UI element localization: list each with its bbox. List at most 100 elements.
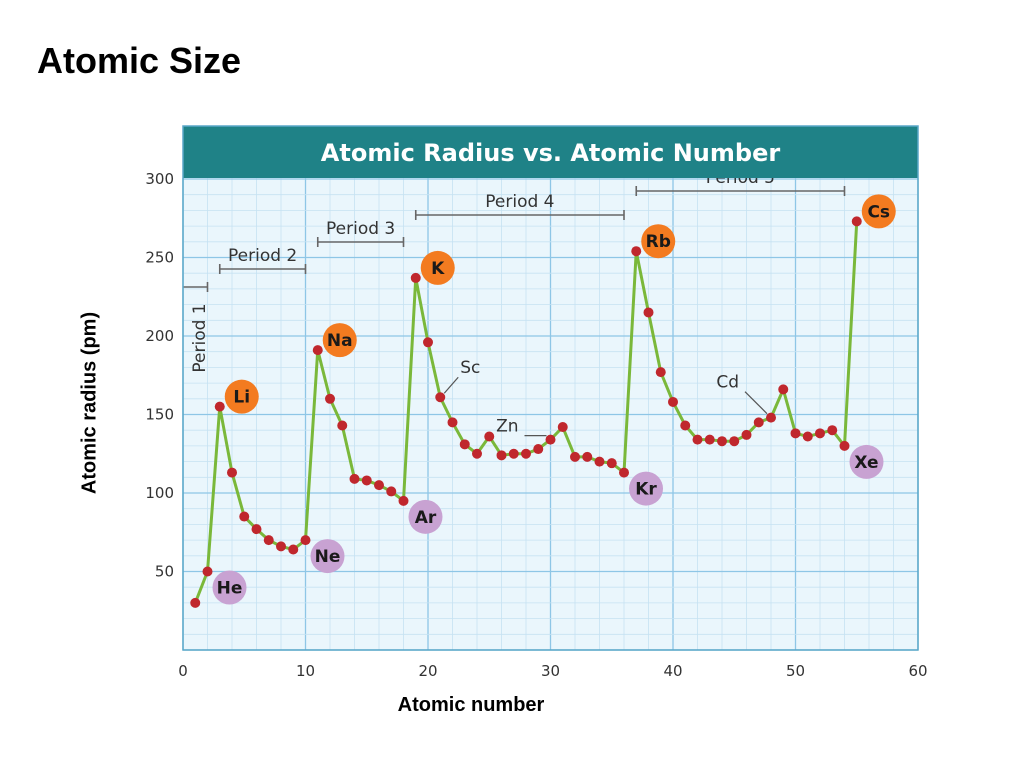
data-point: [325, 393, 335, 404]
period-label: Period 1: [190, 303, 210, 372]
chart-title: Atomic Radius vs. Atomic Number: [321, 139, 781, 167]
data-point: [300, 535, 311, 546]
data-point: [398, 495, 409, 506]
data-point: [361, 475, 372, 486]
data-point: [704, 434, 715, 445]
data-points: [190, 216, 862, 608]
data-point: [202, 566, 213, 577]
element-symbol-cs: Cs: [867, 202, 890, 222]
data-point: [276, 541, 286, 552]
data-point: [729, 436, 740, 447]
y-tick-label: 300: [145, 170, 174, 188]
x-tick-label: 50: [786, 662, 805, 680]
element-symbol-he: He: [217, 579, 243, 599]
data-point: [717, 436, 727, 447]
data-point: [312, 345, 323, 356]
period-label: Period 4: [485, 192, 554, 212]
period-label: Period 3: [326, 219, 395, 239]
y-tick-label: 200: [145, 327, 174, 345]
data-point: [545, 434, 556, 445]
element-badge-xe: [849, 444, 884, 479]
x-tick-label: 0: [178, 662, 188, 680]
annotations: Sc Zn Cd: [443, 358, 768, 437]
data-point: [827, 425, 838, 436]
plot-frame: [182, 125, 919, 651]
element-symbol-xe: Xe: [854, 453, 878, 473]
x-tick-label: 20: [418, 662, 437, 680]
data-point: [349, 473, 360, 484]
data-point: [435, 392, 446, 403]
data-point: [447, 417, 458, 428]
annotation-cd: Cd: [716, 373, 739, 393]
data-point: [643, 307, 654, 318]
data-point: [459, 439, 470, 450]
x-axis-title: Atomic number: [397, 694, 545, 716]
element-symbol-ne: Ne: [315, 547, 341, 567]
data-point: [839, 440, 850, 451]
annotation-leader: [443, 376, 459, 394]
y-tick-label: 250: [145, 249, 174, 267]
element-symbol-ar: Ar: [415, 508, 437, 528]
data-point: [655, 367, 666, 378]
data-point: [570, 451, 580, 462]
y-axis-title: Atomic radius (pm): [78, 311, 101, 495]
data-point: [521, 448, 531, 459]
data-point: [386, 486, 397, 497]
data-point: [337, 420, 348, 431]
element-badge-li: [224, 379, 259, 414]
x-tick-label: 60: [908, 662, 927, 680]
element-badge-cs: [861, 194, 896, 229]
data-point: [594, 456, 605, 467]
data-point: [680, 420, 691, 431]
data-point: [631, 246, 642, 257]
data-point: [374, 480, 384, 491]
period-label: Period 2: [228, 246, 297, 266]
data-point: [288, 544, 299, 555]
data-point: [802, 431, 813, 442]
element-badge-ne: [310, 539, 345, 574]
data-point: [251, 524, 262, 535]
element-symbol-k: K: [431, 259, 445, 279]
data-point: [668, 396, 678, 407]
y-tick-label: 100: [145, 484, 174, 502]
data-point: [496, 450, 507, 461]
element-symbol-kr: Kr: [635, 480, 657, 500]
data-point: [410, 272, 421, 283]
data-point: [533, 444, 544, 455]
x-tick-label: 30: [541, 662, 560, 680]
element-symbol-li: Li: [233, 388, 250, 408]
data-point: [214, 401, 225, 412]
data-point: [508, 448, 519, 459]
data-point: [582, 451, 593, 462]
slide-title: Atomic Size: [37, 40, 242, 81]
element-symbol-na: Na: [327, 331, 353, 351]
x-tick-label: 40: [663, 662, 682, 680]
element-symbol-rb: Rb: [646, 232, 671, 252]
element-badges: He Li Ne Na Ar K Kr Rb Xe Cs: [212, 194, 896, 605]
data-point: [423, 337, 433, 348]
element-badge-k: [420, 250, 455, 285]
data-point: [472, 448, 482, 459]
data-point: [778, 384, 789, 395]
annotation-sc: Sc: [460, 358, 480, 378]
annotation-zn: Zn: [496, 417, 518, 437]
y-tick-label: 150: [145, 406, 174, 424]
data-point: [790, 428, 801, 439]
data-point: [753, 417, 764, 428]
element-badge-ar: [408, 499, 443, 534]
data-point: [227, 467, 237, 478]
data-point: [606, 458, 617, 469]
element-badge-na: [322, 323, 357, 358]
annotation-leader: [744, 391, 768, 415]
data-point: [815, 428, 825, 439]
data-point: [741, 429, 752, 440]
data-point: [484, 431, 495, 442]
element-badge-rb: [641, 224, 676, 259]
data-point: [619, 467, 629, 478]
data-point: [239, 511, 250, 522]
x-tick-label: 10: [296, 662, 315, 680]
data-point: [851, 216, 862, 227]
data-point: [190, 597, 201, 608]
axis-ticks: 0 10 20 30 40 50 60 50 100 150 200 250 300: [145, 170, 927, 680]
